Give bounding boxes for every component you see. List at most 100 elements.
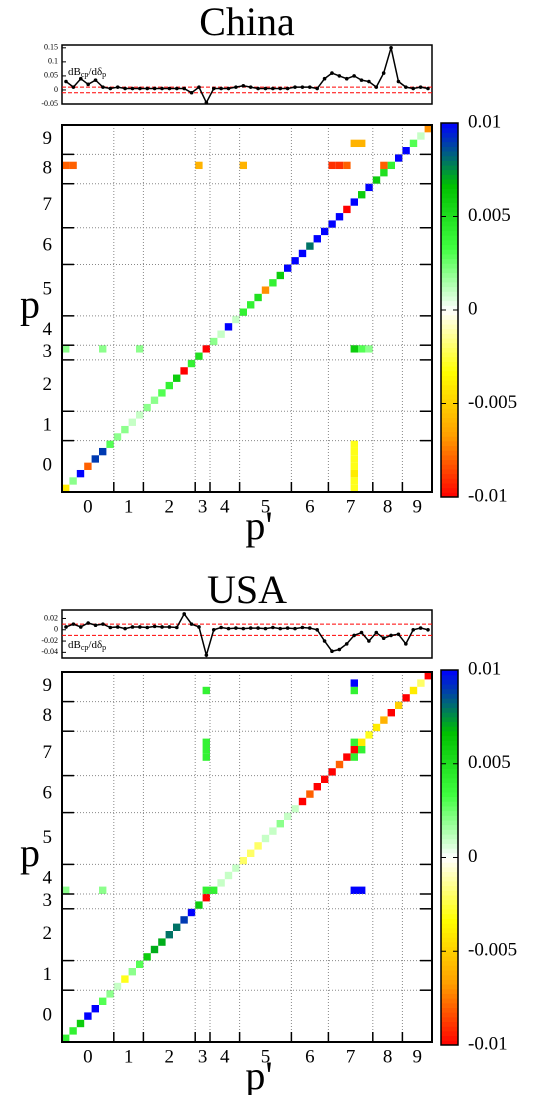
heat-cell: [62, 1034, 70, 1042]
heat-cell: [291, 257, 299, 265]
data-point: [248, 85, 253, 89]
colorbar-label: -0.005: [468, 940, 517, 961]
plot-frame: [61, 609, 433, 659]
x-tick-label: 7: [346, 496, 356, 517]
data-point: [108, 86, 113, 91]
colorbar-segment: [441, 417, 458, 423]
y-axis-label: p: [20, 830, 40, 875]
heat-cell: [210, 886, 218, 894]
colorbar-segment: [441, 913, 458, 919]
data-point: [381, 71, 386, 75]
colorbar-segment: [441, 1007, 458, 1013]
heat-cell: [136, 960, 144, 968]
data-point: [86, 82, 90, 87]
data-point: [293, 85, 297, 89]
data-point: [204, 653, 209, 657]
heat-cell: [106, 990, 114, 998]
data-point: [285, 86, 290, 91]
colorbar-segment: [441, 740, 458, 746]
colorbar-segment: [441, 305, 458, 311]
heat-cell: [254, 293, 262, 302]
y-tick-label: 6: [43, 234, 53, 255]
data-point: [197, 625, 201, 629]
colorbar-segment: [441, 848, 458, 854]
data-point: [411, 86, 416, 91]
heat-cell: [84, 1012, 92, 1020]
colorbar-label: 0.005: [468, 752, 511, 773]
heat-cell: [69, 161, 77, 170]
data-point: [234, 626, 238, 630]
colorbar-segment: [441, 820, 458, 826]
heat-cell: [313, 235, 321, 243]
colorbar-segment: [441, 932, 458, 938]
heat-cell: [350, 477, 358, 485]
x-tick-label: 9: [412, 1046, 422, 1067]
colorbar-segment: [441, 352, 458, 358]
data-point: [307, 626, 312, 630]
data-point: [226, 626, 231, 631]
colorbar-segment: [441, 422, 458, 428]
colorbar-segment: [441, 141, 458, 147]
y-tick-label: 1: [43, 964, 53, 985]
y-tick-label: 0.02: [44, 613, 58, 622]
label-part: cp: [81, 643, 89, 652]
heat-cell: [358, 345, 366, 353]
heat-cell: [321, 775, 329, 783]
heat-cell: [350, 686, 358, 695]
data-point: [189, 622, 194, 626]
colorbar-segment: [441, 286, 458, 292]
data-point: [330, 649, 334, 654]
heat-cell: [202, 345, 210, 353]
y-tick-label: 3: [43, 341, 53, 362]
heat-cell: [276, 820, 284, 828]
colorbar-segment: [441, 885, 458, 891]
y-tick-label: 8: [43, 157, 53, 178]
colorbar-segment: [441, 979, 458, 985]
y-tick-label: 2: [43, 923, 53, 944]
heat-cell: [143, 403, 151, 412]
data-point: [145, 86, 150, 91]
heat-cell: [261, 286, 270, 294]
heat-cell: [350, 469, 358, 478]
heat-cell: [76, 469, 85, 478]
colorbar-segment: [441, 745, 458, 751]
data-point: [404, 642, 408, 646]
colorbar-segment: [441, 468, 458, 475]
colorbar-segment: [441, 230, 458, 236]
colorbar-segment: [441, 993, 458, 999]
data-point: [71, 622, 76, 626]
colorbar-segment: [441, 1040, 458, 1046]
colorbar-label: -0.005: [468, 392, 517, 413]
heat-cell: [247, 849, 255, 857]
heat-cell: [143, 953, 151, 961]
colorbar-segment: [441, 862, 458, 868]
data-line: [65, 47, 429, 105]
colorbar-segment: [441, 941, 458, 948]
data-point: [160, 625, 164, 629]
heat-cell: [350, 440, 358, 448]
heat-cell: [202, 886, 210, 894]
heat-cell: [350, 746, 358, 754]
data-point: [411, 627, 416, 632]
heat-cell: [128, 418, 136, 426]
colorbar-segment: [441, 1002, 458, 1008]
colorbar-segment: [441, 937, 458, 943]
heat-cell: [298, 249, 307, 258]
colorbar-segment: [441, 679, 458, 685]
heat-cell: [217, 330, 225, 338]
data-point: [389, 633, 393, 638]
colorbar-segment: [441, 707, 458, 713]
colorbar-segment: [441, 492, 458, 498]
colorbar-segment: [441, 815, 458, 821]
heat-cell: [395, 701, 403, 709]
heat-cell: [195, 352, 203, 360]
colorbar-segment: [441, 160, 458, 166]
colorbar-segment: [441, 735, 458, 741]
colorbar-segment: [441, 829, 458, 835]
heat-cell: [232, 864, 240, 872]
heat-cell: [99, 997, 107, 1005]
heat-cell: [350, 753, 358, 761]
heat-cell: [158, 389, 166, 397]
y-tick-label: 7: [43, 742, 53, 763]
